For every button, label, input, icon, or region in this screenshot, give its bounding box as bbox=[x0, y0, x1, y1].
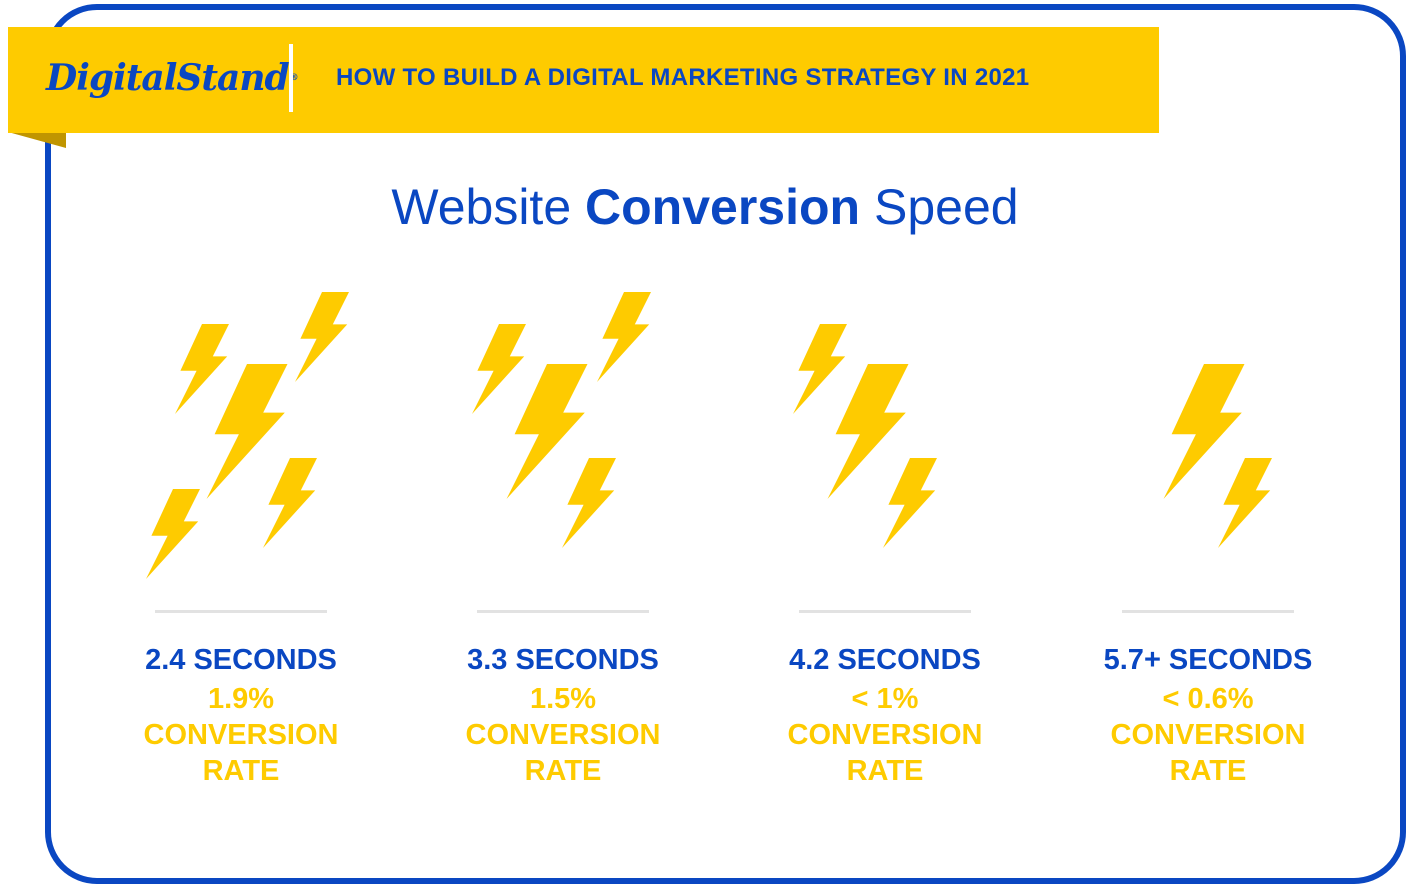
stat-rate-label: CONVERSION bbox=[143, 719, 339, 751]
stat-column-2: 3.3 SECONDS 1.5% CONVERSION RATE bbox=[423, 610, 703, 789]
lightning-bolt-icon bbox=[827, 364, 909, 499]
stat-divider bbox=[799, 610, 971, 613]
lightning-bolt-icon bbox=[263, 458, 317, 548]
lightning-bolt-icon bbox=[146, 489, 200, 579]
stat-divider bbox=[1122, 610, 1294, 613]
stat-divider bbox=[477, 610, 649, 613]
bolt-group-4-2-seconds bbox=[793, 324, 937, 548]
digitalstand-logo: DigitalStand® bbox=[46, 53, 299, 103]
card-frame bbox=[45, 4, 1406, 884]
stat-rate-value: 1.9% bbox=[207, 683, 275, 715]
logo-registered-mark: ® bbox=[289, 73, 299, 83]
stat-rate-label: RATE bbox=[846, 755, 924, 787]
title-part-conversion: Conversion bbox=[585, 179, 861, 235]
stat-seconds: 4.2 SECONDS bbox=[789, 644, 981, 676]
stat-rate-value: 1.5% bbox=[529, 683, 597, 715]
bolt-group-5-7-seconds bbox=[1163, 364, 1272, 548]
stat-column-4: 5.7+ SECONDS < 0.6% CONVERSION RATE bbox=[1068, 610, 1348, 789]
lightning-bolt-icon bbox=[562, 458, 616, 548]
stat-rate-label: RATE bbox=[1169, 755, 1247, 787]
lightning-bolt-icon bbox=[472, 324, 526, 414]
banner-fold bbox=[8, 132, 66, 148]
stat-rate-label: CONVERSION bbox=[465, 719, 661, 751]
banner-divider bbox=[289, 44, 293, 112]
lightning-bolt-icon bbox=[175, 324, 229, 414]
stat-seconds: 5.7+ SECONDS bbox=[1103, 644, 1313, 676]
stat-seconds: 3.3 SECONDS bbox=[467, 644, 659, 676]
stat-rate-label: RATE bbox=[524, 755, 602, 787]
stat-rate-label: CONVERSION bbox=[787, 719, 983, 751]
lightning-bolt-icon bbox=[295, 292, 349, 382]
stat-rate-value: < 0.6% bbox=[1162, 683, 1254, 715]
stat-column-1: 2.4 SECONDS 1.9% CONVERSION RATE bbox=[101, 610, 381, 789]
bolt-group-2-4-seconds bbox=[146, 292, 349, 579]
lightning-bolt-icon bbox=[206, 364, 288, 499]
stat-rate-label: RATE bbox=[202, 755, 280, 787]
lightning-bolt-icon bbox=[597, 292, 651, 382]
stat-rate-label: CONVERSION bbox=[1110, 719, 1306, 751]
lightning-bolt-icon bbox=[1163, 364, 1245, 499]
title-part-speed: Speed bbox=[860, 179, 1019, 235]
page-title: Website Conversion Speed bbox=[0, 176, 1410, 238]
stat-divider bbox=[155, 610, 327, 613]
title-part-website: Website bbox=[391, 179, 586, 235]
bolt-group-3-3-seconds bbox=[472, 292, 651, 548]
stat-column-3: 4.2 SECONDS < 1% CONVERSION RATE bbox=[745, 610, 1025, 789]
lightning-bolt-icon bbox=[883, 458, 937, 548]
logo-text: DigitalStand bbox=[46, 57, 290, 99]
stat-rate-value: < 1% bbox=[851, 683, 919, 715]
header-banner: DigitalStand® HOW TO BUILD A DIGITAL MAR… bbox=[8, 27, 1159, 133]
banner-title: HOW TO BUILD A DIGITAL MARKETING STRATEG… bbox=[336, 64, 1030, 91]
lightning-bolt-icon bbox=[793, 324, 847, 414]
lightning-bolt-icon bbox=[1218, 458, 1272, 548]
stat-seconds: 2.4 SECONDS bbox=[145, 644, 337, 676]
lightning-bolt-icon bbox=[506, 364, 588, 499]
